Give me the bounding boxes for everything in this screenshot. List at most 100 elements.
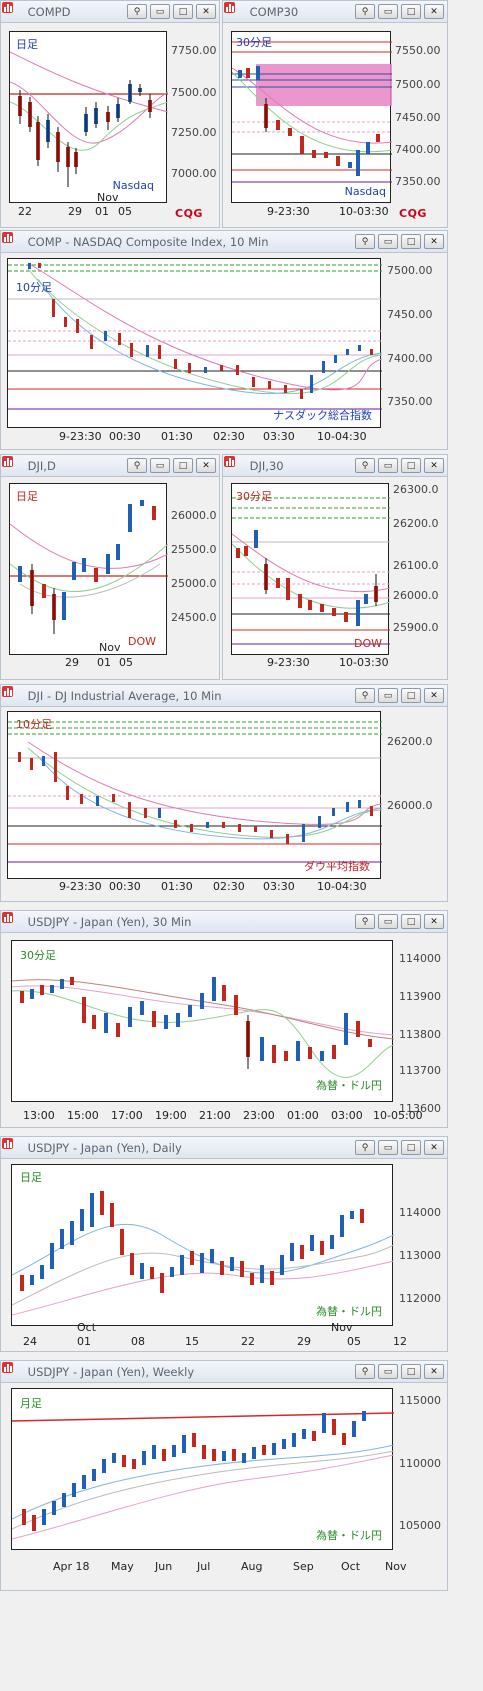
- link-icon[interactable]: ⚲: [355, 4, 375, 19]
- x-tick: 17:00: [111, 1109, 143, 1122]
- link-icon[interactable]: ⚲: [127, 458, 147, 473]
- y-tick: 112000: [399, 1292, 441, 1305]
- y-tick: 24500.0: [171, 611, 217, 624]
- chart-area[interactable]: 10分足 ダウ平均指数: [7, 711, 382, 879]
- window-titlebar[interactable]: USDJPY - Japan (Yen), Weekly ⚲ ▭ □ ✕: [1, 1361, 447, 1383]
- close-button[interactable]: ✕: [196, 4, 216, 19]
- window-dji-30[interactable]: DJI,30 ⚲ ▭ □ ✕: [222, 454, 448, 680]
- y-tick: 110000: [399, 1457, 441, 1470]
- y-tick: 114000: [399, 1206, 441, 1219]
- close-button[interactable]: ✕: [424, 234, 444, 249]
- close-button[interactable]: ✕: [424, 458, 444, 473]
- minimize-button[interactable]: ▭: [378, 1364, 398, 1379]
- maximize-button[interactable]: □: [401, 914, 421, 929]
- price-chart: [232, 41, 392, 183]
- y-tick: 7450.00: [387, 308, 433, 321]
- close-button[interactable]: ✕: [424, 688, 444, 703]
- window-usdjpy-weekly[interactable]: USDJPY - Japan (Yen), Weekly ⚲ ▭ □ ✕: [0, 1360, 448, 1591]
- index-name-label: Nasdaq: [112, 179, 154, 192]
- x-tick: 01:00: [287, 1109, 319, 1122]
- window-titlebar[interactable]: COMPD ⚲ ▭ □ ✕: [1, 1, 219, 23]
- minimize-button[interactable]: ▭: [378, 1140, 398, 1155]
- x-tick: 10-05:00: [373, 1109, 423, 1122]
- chart-area[interactable]: 30分足 為替・ドル円: [11, 940, 394, 1102]
- window-titlebar[interactable]: COMP30 ⚲ ▭ □ ✕: [223, 1, 447, 23]
- price-chart: [10, 500, 168, 634]
- minimize-button[interactable]: ▭: [150, 4, 170, 19]
- window-usdjpy-30min[interactable]: USDJPY - Japan (Yen), 30 Min ⚲ ▭ □ ✕: [0, 910, 448, 1128]
- window-usdjpy-daily[interactable]: USDJPY - Japan (Yen), Daily ⚲ ▭ □ ✕: [0, 1136, 448, 1352]
- y-tick: 113900: [399, 990, 441, 1003]
- chart-area[interactable]: 30分足 Nasdaq: [231, 31, 392, 203]
- window-titlebar[interactable]: DJI - DJ Industrial Average, 10 Min ⚲ ▭ …: [1, 685, 447, 707]
- candlesticks: [18, 80, 152, 187]
- x-tick: 21:00: [199, 1109, 231, 1122]
- minimize-button[interactable]: ▭: [378, 4, 398, 19]
- window-titlebar[interactable]: COMP - NASDAQ Composite Index, 10 Min ⚲ …: [1, 231, 447, 253]
- maximize-button[interactable]: □: [401, 688, 421, 703]
- link-icon[interactable]: ⚲: [355, 688, 375, 703]
- cqg-logo: CQG: [175, 207, 203, 220]
- chart-app-icon: [2, 2, 20, 18]
- y-tick: 7000.00: [171, 167, 217, 180]
- link-icon[interactable]: ⚲: [355, 234, 375, 249]
- chart-app-icon: [2, 456, 20, 472]
- close-button[interactable]: ✕: [196, 458, 216, 473]
- x-tick: Apr 18: [53, 1560, 90, 1573]
- y-tick: 26200.0: [393, 517, 439, 530]
- window-dji-10min[interactable]: DJI - DJ Industrial Average, 10 Min ⚲ ▭ …: [0, 684, 448, 902]
- chart-app-icon: [2, 1362, 20, 1378]
- y-tick: 7250.00: [171, 126, 217, 139]
- window-title: COMP30: [249, 5, 299, 19]
- link-icon[interactable]: ⚲: [355, 458, 375, 473]
- minimize-button[interactable]: ▭: [378, 234, 398, 249]
- minimize-button[interactable]: ▭: [378, 688, 398, 703]
- maximize-button[interactable]: □: [401, 1140, 421, 1155]
- price-chart: [10, 51, 168, 187]
- candlesticks: [18, 500, 156, 634]
- maximize-button[interactable]: □: [401, 234, 421, 249]
- close-button[interactable]: ✕: [424, 4, 444, 19]
- window-titlebar[interactable]: DJI,D ⚲ ▭ □ ✕: [1, 455, 219, 477]
- x-tick: 03:00: [331, 1109, 363, 1122]
- x-tick: 22: [18, 205, 32, 218]
- period-label: 30分足: [236, 490, 272, 503]
- chart-area[interactable]: 日足 為替・ドル円: [11, 1164, 394, 1326]
- window-titlebar[interactable]: USDJPY - Japan (Yen), Daily ⚲ ▭ □ ✕: [1, 1137, 447, 1159]
- maximize-button[interactable]: □: [173, 458, 193, 473]
- x-tick: May: [111, 1560, 134, 1573]
- close-button[interactable]: ✕: [424, 1140, 444, 1155]
- link-icon[interactable]: ⚲: [127, 4, 147, 19]
- chart-area[interactable]: 月足 為替・ドル円: [11, 1388, 394, 1550]
- candlesticks: [18, 752, 373, 844]
- maximize-button[interactable]: □: [401, 458, 421, 473]
- minimize-button[interactable]: ▭: [378, 914, 398, 929]
- y-tick: 7400.00: [387, 352, 433, 365]
- chart-area[interactable]: 日足 Nasdaq: [9, 31, 168, 203]
- close-button[interactable]: ✕: [424, 914, 444, 929]
- y-tick: 7500.00: [171, 86, 217, 99]
- chart-area[interactable]: 30分足 DOW: [231, 483, 390, 655]
- pair-name-label: 為替・ドル円: [316, 1529, 382, 1542]
- chart-area[interactable]: 10分足 ナスダック総合指数: [7, 258, 382, 428]
- maximize-button[interactable]: □: [173, 4, 193, 19]
- window-comp30[interactable]: COMP30 ⚲ ▭ □ ✕: [222, 0, 448, 228]
- close-button[interactable]: ✕: [424, 1364, 444, 1379]
- maximize-button[interactable]: □: [401, 4, 421, 19]
- minimize-button[interactable]: ▭: [150, 458, 170, 473]
- window-comp-10min[interactable]: COMP - NASDAQ Composite Index, 10 Min ⚲ …: [0, 230, 448, 450]
- window-dji-d[interactable]: DJI,D ⚲ ▭ □ ✕: [0, 454, 220, 680]
- window-titlebar[interactable]: DJI,30 ⚲ ▭ □ ✕: [223, 455, 447, 477]
- chart-area[interactable]: 日足 DOW: [9, 483, 168, 655]
- x-tick: 24: [23, 1335, 37, 1348]
- window-compd[interactable]: COMPD ⚲ ▭ □ ✕: [0, 0, 220, 228]
- month-label: Oct: [77, 1321, 97, 1334]
- window-titlebar[interactable]: USDJPY - Japan (Yen), 30 Min ⚲ ▭ □ ✕: [1, 911, 447, 933]
- link-icon[interactable]: ⚲: [355, 1364, 375, 1379]
- minimize-button[interactable]: ▭: [378, 458, 398, 473]
- x-tick: 15: [185, 1335, 199, 1348]
- link-icon[interactable]: ⚲: [355, 914, 375, 929]
- window-title: USDJPY - Japan (Yen), 30 Min: [27, 915, 192, 929]
- maximize-button[interactable]: □: [401, 1364, 421, 1379]
- link-icon[interactable]: ⚲: [355, 1140, 375, 1155]
